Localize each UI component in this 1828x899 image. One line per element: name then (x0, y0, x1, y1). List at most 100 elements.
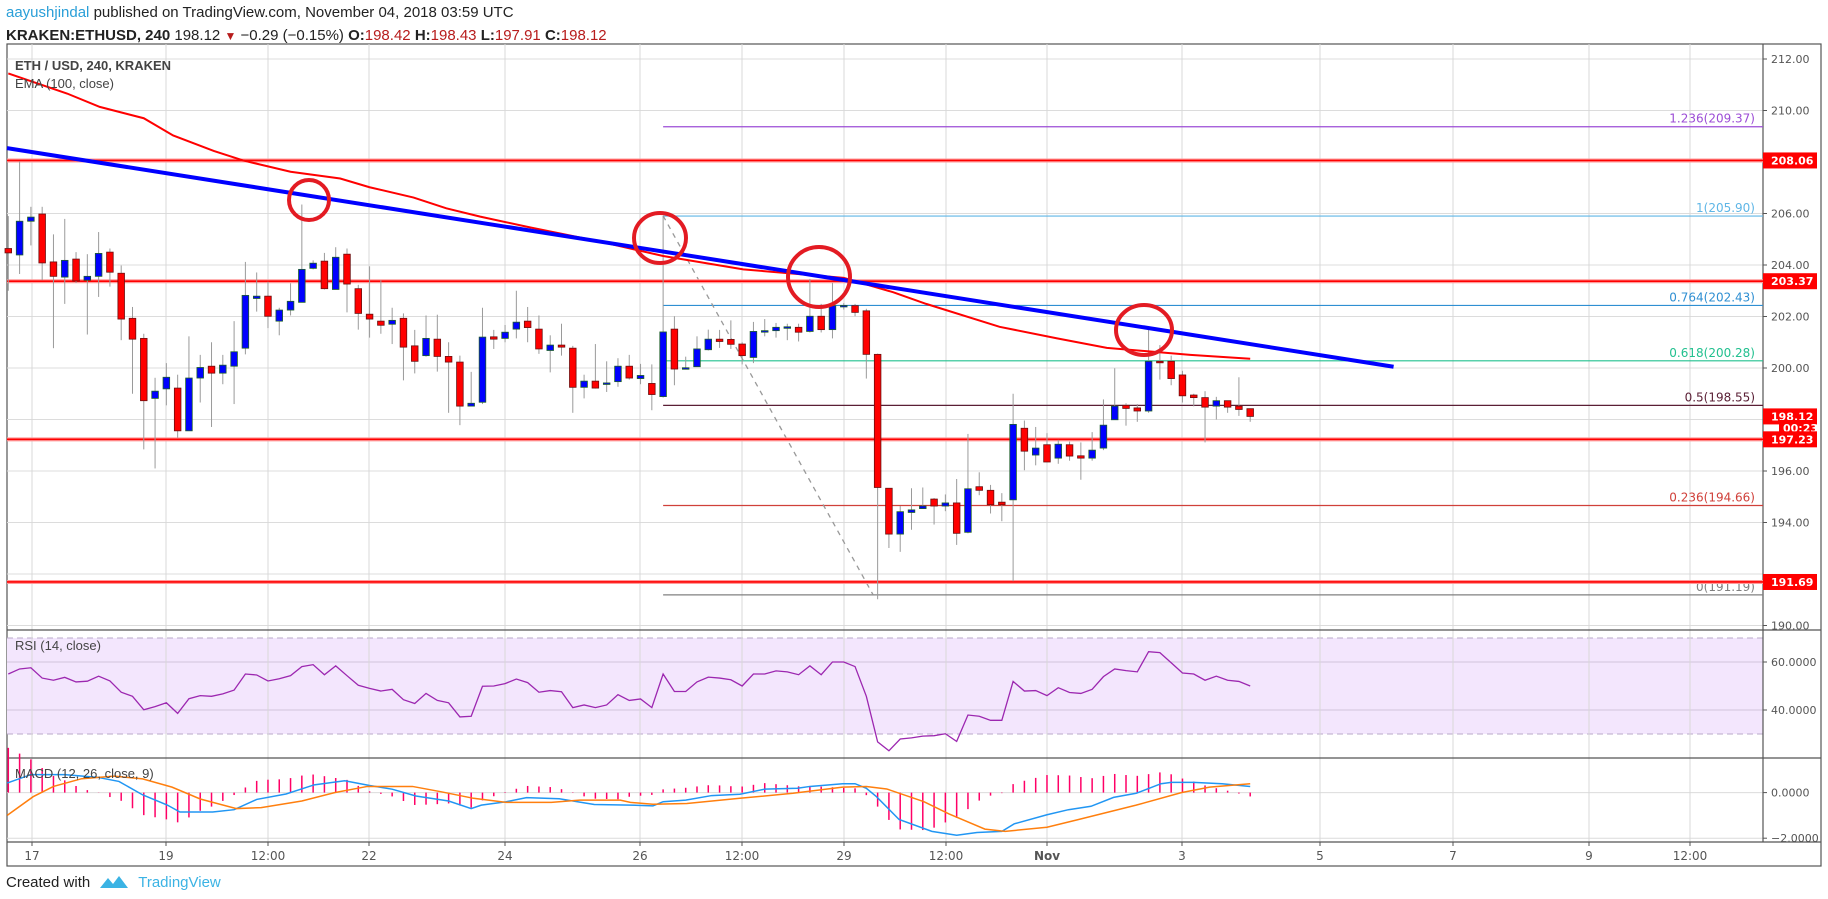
candle (343, 248, 351, 313)
candle (162, 363, 171, 406)
fib-level-label: 0.236(194.66) (1669, 491, 1755, 505)
candle (523, 306, 532, 343)
candle-body-up (1009, 423, 1017, 501)
candle (38, 206, 46, 281)
candle (512, 290, 521, 339)
candle-body-up (275, 309, 283, 322)
macd-legend: MACD (12, 26, close, 9) (15, 766, 154, 781)
candle (456, 355, 464, 426)
rsi-band (7, 638, 1763, 734)
candle-body-up (94, 253, 103, 277)
candle-body-down (569, 347, 577, 388)
candle (1190, 393, 1198, 407)
candle-body-up (162, 376, 171, 390)
price-axis-label: 204.00 (1771, 259, 1810, 272)
candle-body-down (354, 288, 362, 314)
close-label: C: (544, 27, 561, 44)
candle-body-up (806, 315, 814, 332)
tradingview-logo-icon (100, 876, 129, 888)
candle-body-up (964, 488, 972, 533)
candle-body-down (117, 272, 125, 320)
candle-body-down (794, 326, 803, 333)
candle-body-down (535, 328, 543, 350)
candle-body-up (332, 256, 340, 290)
candle-body-up (185, 377, 193, 432)
fib-level-label: 1.236(209.37) (1669, 112, 1755, 126)
candle-body-up (61, 259, 69, 278)
price-badge (1763, 431, 1817, 448)
candle (941, 494, 950, 512)
candle-body-up (1088, 449, 1096, 459)
rsi-legend: RSI (14, close) (15, 638, 101, 653)
candle (693, 336, 701, 368)
candle (27, 206, 35, 246)
bearish-trendline[interactable] (6, 146, 1394, 369)
time-axis-label: 24 (497, 849, 512, 863)
candle-body-up (478, 336, 487, 403)
footer: Created with TradingView (6, 872, 221, 892)
candle (286, 283, 295, 316)
candle-body-up (907, 509, 916, 513)
candle (749, 321, 758, 364)
down-arrow-icon: ▼ (224, 29, 237, 43)
candle-body-up (15, 220, 24, 256)
candle (1178, 370, 1187, 403)
candle-body-down (140, 337, 148, 402)
candle-body-down (1167, 360, 1175, 379)
candle (1077, 442, 1085, 480)
candle-body-down (4, 248, 12, 254)
candle-body-up (286, 300, 295, 311)
candle (332, 247, 340, 290)
candle-body-up (512, 321, 521, 330)
candle (106, 248, 114, 287)
symbol-label: KRAKEN:ETHUSD, 240 (6, 27, 171, 44)
candle-body-down (1065, 444, 1074, 457)
candle-body-up (772, 326, 780, 332)
candle-body-down (1235, 405, 1243, 410)
candle-body-down (490, 336, 498, 340)
high-value: 198.43 (430, 27, 477, 44)
candle-body-down (557, 344, 566, 348)
candle-body-up (659, 331, 667, 397)
candle-body-up (196, 367, 204, 379)
candle-body-up (241, 294, 250, 349)
candle-body-down (411, 345, 419, 362)
fib-trend-dashed-line (662, 215, 874, 596)
highlight-circle (287, 178, 331, 222)
macd-axis-label: 0.0000 (1771, 787, 1810, 800)
candle-body-up (693, 348, 701, 368)
candle (907, 488, 916, 530)
time-axis-label: 12:00 (929, 849, 964, 863)
candle (207, 342, 216, 427)
candle-body-up (840, 305, 848, 308)
candle (580, 374, 588, 399)
candle (715, 329, 724, 348)
candle (433, 314, 442, 372)
candle-body-down (456, 361, 464, 407)
candle (1122, 403, 1130, 426)
candle (919, 487, 927, 509)
time-axis-label: 7 (1449, 849, 1457, 863)
candle (885, 487, 893, 548)
candle (783, 323, 792, 341)
candle (230, 321, 238, 405)
author-link[interactable]: aayushjindal (6, 4, 90, 21)
price-axis-label: 190.00 (1771, 620, 1810, 633)
chart-title: ETH / USD, 240, KRAKEN (15, 58, 171, 73)
candle (546, 335, 554, 373)
candle (354, 284, 362, 330)
candle (1223, 400, 1232, 413)
candle-body-down (444, 356, 453, 363)
candle-body-down (862, 310, 871, 355)
tradingview-link[interactable]: TradingView (138, 873, 221, 891)
candle (591, 344, 600, 389)
price-axis-label: 202.00 (1771, 311, 1810, 324)
ema-line (7, 72, 1251, 360)
price-axis-label: 212.00 (1771, 53, 1810, 66)
time-axis-label: 3 (1178, 849, 1186, 863)
candle (625, 354, 633, 380)
price-change: −0.29 (−0.15%) (240, 27, 344, 44)
candle-body-down (851, 305, 859, 313)
candle (399, 313, 408, 381)
